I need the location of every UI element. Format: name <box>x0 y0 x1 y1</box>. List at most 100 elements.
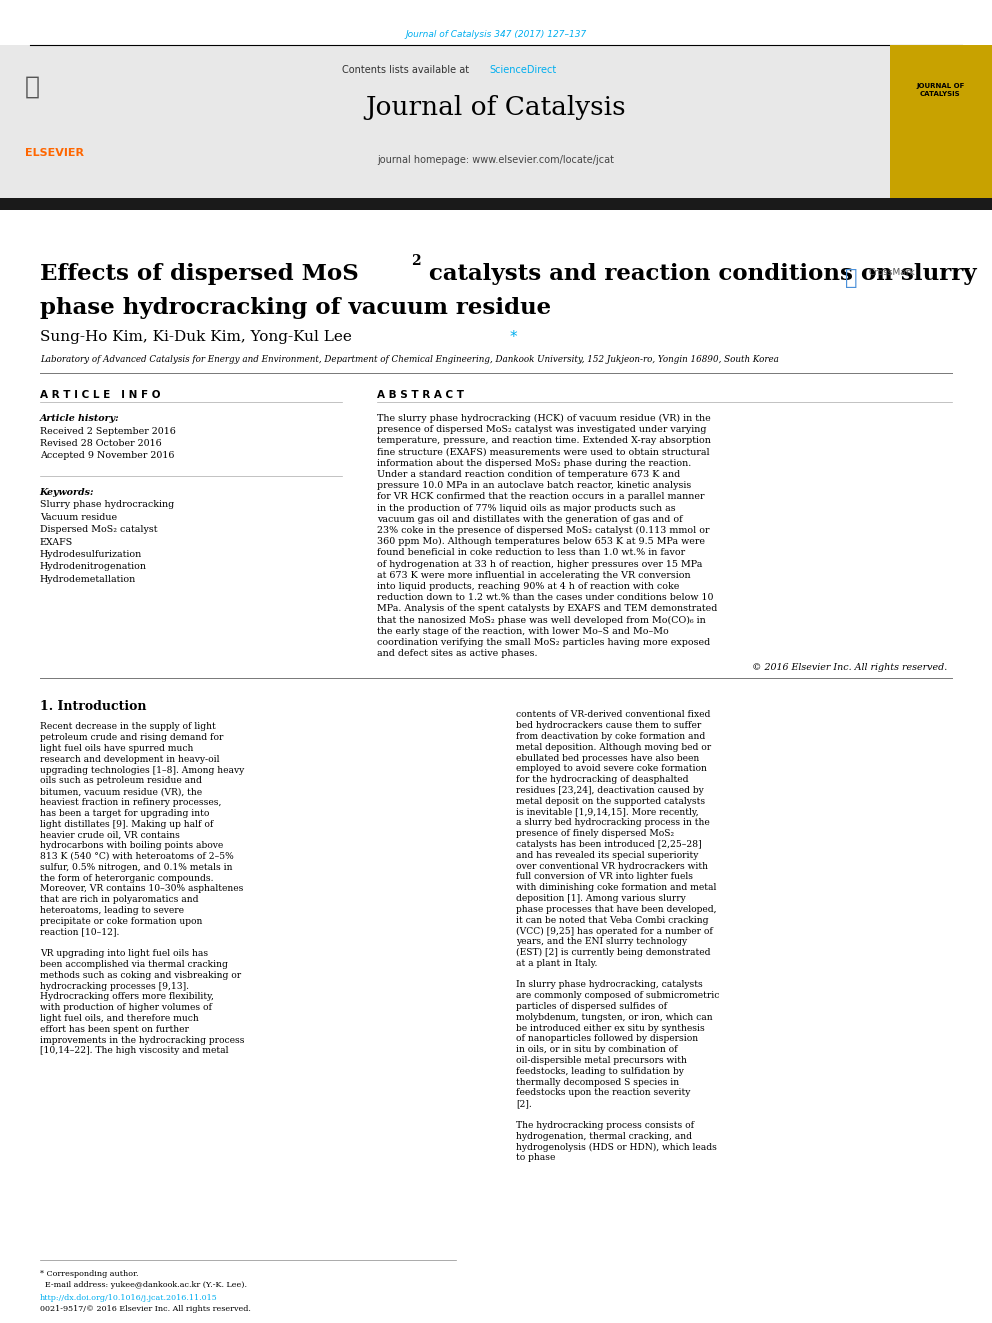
Text: improvements in the hydrocracking process: improvements in the hydrocracking proces… <box>40 1036 244 1045</box>
Text: Journal of Catalysis 347 (2017) 127–137: Journal of Catalysis 347 (2017) 127–137 <box>406 30 586 38</box>
Text: with diminishing coke formation and metal: with diminishing coke formation and meta… <box>516 884 716 892</box>
Text: heavier crude oil, VR contains: heavier crude oil, VR contains <box>40 831 180 839</box>
Text: ELSEVIER: ELSEVIER <box>25 148 83 157</box>
Text: hydrocarbons with boiling points above: hydrocarbons with boiling points above <box>40 841 223 851</box>
Text: oils such as petroleum residue and: oils such as petroleum residue and <box>40 777 201 786</box>
Text: of nanoparticles followed by dispersion: of nanoparticles followed by dispersion <box>516 1035 698 1044</box>
Text: Accepted 9 November 2016: Accepted 9 November 2016 <box>40 451 175 460</box>
Bar <box>0 45 992 198</box>
Text: over conventional VR hydrocrackers with: over conventional VR hydrocrackers with <box>516 861 708 871</box>
Text: The slurry phase hydrocracking (HCK) of vacuum residue (VR) in the: The slurry phase hydrocracking (HCK) of … <box>377 414 710 423</box>
Text: into liquid products, reaching 90% at 4 h of reaction with coke: into liquid products, reaching 90% at 4 … <box>377 582 680 591</box>
Text: information about the dispersed MoS₂ phase during the reaction.: information about the dispersed MoS₂ pha… <box>377 459 691 468</box>
Text: 1. Introduction: 1. Introduction <box>40 700 146 713</box>
Bar <box>890 45 992 198</box>
Text: Hydrodenitrogenation: Hydrodenitrogenation <box>40 562 147 572</box>
Text: deposition [1]. Among various slurry: deposition [1]. Among various slurry <box>516 894 685 904</box>
Text: at a plant in Italy.: at a plant in Italy. <box>516 959 597 968</box>
Text: * Corresponding author.: * Corresponding author. <box>40 1270 138 1278</box>
Text: JOURNAL OF
CATALYSIS: JOURNAL OF CATALYSIS <box>917 83 964 97</box>
Text: ScienceDirect: ScienceDirect <box>489 65 557 75</box>
Text: has been a target for upgrading into: has been a target for upgrading into <box>40 808 209 818</box>
Text: presence of finely dispersed MoS₂: presence of finely dispersed MoS₂ <box>516 830 674 839</box>
Text: that the nanosized MoS₂ phase was well developed from Mo(CO)₆ in: that the nanosized MoS₂ phase was well d… <box>377 615 705 624</box>
Text: coordination verifying the small MoS₂ particles having more exposed: coordination verifying the small MoS₂ pa… <box>377 638 710 647</box>
Text: pressure 10.0 MPa in an autoclave batch reactor, kinetic analysis: pressure 10.0 MPa in an autoclave batch … <box>377 482 691 491</box>
Text: 🌲: 🌲 <box>25 75 40 99</box>
Text: http://dx.doi.org/10.1016/j.jcat.2016.11.015: http://dx.doi.org/10.1016/j.jcat.2016.11… <box>40 1294 217 1302</box>
Text: metal deposition. Although moving bed or: metal deposition. Although moving bed or <box>516 742 711 751</box>
Text: catalysts and reaction conditions on slurry: catalysts and reaction conditions on slu… <box>421 263 976 284</box>
Text: vacuum gas oil and distillates with the generation of gas and of: vacuum gas oil and distillates with the … <box>377 515 682 524</box>
Text: light fuel oils, and therefore much: light fuel oils, and therefore much <box>40 1013 198 1023</box>
Text: are commonly composed of submicrometric: are commonly composed of submicrometric <box>516 991 719 1000</box>
Text: MPa. Analysis of the spent catalysts by EXAFS and TEM demonstrated: MPa. Analysis of the spent catalysts by … <box>377 605 717 614</box>
Text: feedstocks, leading to sulfidation by: feedstocks, leading to sulfidation by <box>516 1066 683 1076</box>
Text: Hydrodemetallation: Hydrodemetallation <box>40 576 136 583</box>
Text: oil-dispersible metal precursors with: oil-dispersible metal precursors with <box>516 1056 686 1065</box>
Text: (EST) [2] is currently being demonstrated: (EST) [2] is currently being demonstrate… <box>516 949 710 957</box>
Text: phase processes that have been developed,: phase processes that have been developed… <box>516 905 716 914</box>
Text: E-mail address: yukee@dankook.ac.kr (Y.-K. Lee).: E-mail address: yukee@dankook.ac.kr (Y.-… <box>40 1281 247 1289</box>
Text: and defect sites as active phases.: and defect sites as active phases. <box>377 650 538 659</box>
Text: The hydrocracking process consists of: The hydrocracking process consists of <box>516 1121 694 1130</box>
Text: journal homepage: www.elsevier.com/locate/jcat: journal homepage: www.elsevier.com/locat… <box>378 155 614 165</box>
Text: A B S T R A C T: A B S T R A C T <box>377 390 464 400</box>
Text: 2: 2 <box>411 254 421 267</box>
Text: Hydrodesulfurization: Hydrodesulfurization <box>40 550 142 560</box>
Text: *: * <box>510 329 518 345</box>
Text: hydrogenolysis (HDS or HDN), which leads: hydrogenolysis (HDS or HDN), which leads <box>516 1142 716 1151</box>
Text: molybdenum, tungsten, or iron, which can: molybdenum, tungsten, or iron, which can <box>516 1013 712 1021</box>
Text: from deactivation by coke formation and: from deactivation by coke formation and <box>516 732 705 741</box>
Text: particles of dispersed sulfides of: particles of dispersed sulfides of <box>516 1002 667 1011</box>
Text: © 2016 Elsevier Inc. All rights reserved.: © 2016 Elsevier Inc. All rights reserved… <box>752 663 947 672</box>
Text: for VR HCK confirmed that the reaction occurs in a parallel manner: for VR HCK confirmed that the reaction o… <box>377 492 704 501</box>
Text: light distillates [9]. Making up half of: light distillates [9]. Making up half of <box>40 820 213 828</box>
Text: found beneficial in coke reduction to less than 1.0 wt.% in favor: found beneficial in coke reduction to le… <box>377 549 685 557</box>
Text: A R T I C L E   I N F O: A R T I C L E I N F O <box>40 390 160 400</box>
Text: metal deposit on the supported catalysts: metal deposit on the supported catalysts <box>516 796 705 806</box>
Text: 813 K (540 °C) with heteroatoms of 2–5%: 813 K (540 °C) with heteroatoms of 2–5% <box>40 852 233 861</box>
Text: Hydrocracking offers more flexibility,: Hydrocracking offers more flexibility, <box>40 992 213 1002</box>
Text: Journal of Catalysis: Journal of Catalysis <box>366 95 626 120</box>
Text: and has revealed its special superiority: and has revealed its special superiority <box>516 851 698 860</box>
Text: Sung-Ho Kim, Ki-Duk Kim, Yong-Kul Lee: Sung-Ho Kim, Ki-Duk Kim, Yong-Kul Lee <box>40 329 351 344</box>
Text: feedstocks upon the reaction severity: feedstocks upon the reaction severity <box>516 1089 690 1097</box>
Text: CrossMark: CrossMark <box>869 269 916 277</box>
Text: to phase: to phase <box>516 1154 556 1162</box>
Text: Effects of dispersed MoS: Effects of dispersed MoS <box>40 263 358 284</box>
Text: Keywords:: Keywords: <box>40 488 94 497</box>
Text: the early stage of the reaction, with lower Mo–S and Mo–Mo: the early stage of the reaction, with lo… <box>377 627 669 636</box>
Text: heteroatoms, leading to severe: heteroatoms, leading to severe <box>40 906 184 916</box>
Text: residues [23,24], deactivation caused by: residues [23,24], deactivation caused by <box>516 786 703 795</box>
Text: with production of higher volumes of: with production of higher volumes of <box>40 1003 211 1012</box>
Text: effort has been spent on further: effort has been spent on further <box>40 1025 188 1033</box>
Text: bed hydrocrackers cause them to suffer: bed hydrocrackers cause them to suffer <box>516 721 701 730</box>
Text: VR upgrading into light fuel oils has: VR upgrading into light fuel oils has <box>40 949 207 958</box>
Text: full conversion of VR into lighter fuels: full conversion of VR into lighter fuels <box>516 872 692 881</box>
Text: Recent decrease in the supply of light: Recent decrease in the supply of light <box>40 722 215 732</box>
Text: in the production of 77% liquid oils as major products such as: in the production of 77% liquid oils as … <box>377 504 676 512</box>
Text: 360 ppm Mo). Although temperatures below 653 K at 9.5 MPa were: 360 ppm Mo). Although temperatures below… <box>377 537 705 546</box>
Text: in oils, or in situ by combination of: in oils, or in situ by combination of <box>516 1045 678 1054</box>
Text: reduction down to 1.2 wt.% than the cases under conditions below 10: reduction down to 1.2 wt.% than the case… <box>377 593 713 602</box>
Text: reaction [10–12].: reaction [10–12]. <box>40 927 119 937</box>
Text: thermally decomposed S species in: thermally decomposed S species in <box>516 1078 679 1086</box>
Text: catalysts has been introduced [2,25–28]: catalysts has been introduced [2,25–28] <box>516 840 701 849</box>
Text: Dispersed MoS₂ catalyst: Dispersed MoS₂ catalyst <box>40 525 157 534</box>
Text: hydrocracking processes [9,13].: hydrocracking processes [9,13]. <box>40 982 188 991</box>
Text: Article history:: Article history: <box>40 414 119 423</box>
Text: EXAFS: EXAFS <box>40 537 73 546</box>
Text: that are rich in polyaromatics and: that are rich in polyaromatics and <box>40 896 198 904</box>
Text: ebullated bed processes have also been: ebullated bed processes have also been <box>516 754 699 762</box>
Text: Under a standard reaction condition of temperature 673 K and: Under a standard reaction condition of t… <box>377 470 681 479</box>
Text: at 673 K were more influential in accelerating the VR conversion: at 673 K were more influential in accele… <box>377 570 690 579</box>
Text: 0021-9517/© 2016 Elsevier Inc. All rights reserved.: 0021-9517/© 2016 Elsevier Inc. All right… <box>40 1304 251 1312</box>
Text: sulfur, 0.5% nitrogen, and 0.1% metals in: sulfur, 0.5% nitrogen, and 0.1% metals i… <box>40 863 232 872</box>
Text: upgrading technologies [1–8]. Among heavy: upgrading technologies [1–8]. Among heav… <box>40 766 244 774</box>
Text: for the hydrocracking of deasphalted: for the hydrocracking of deasphalted <box>516 775 688 785</box>
Text: phase hydrocracking of vacuum residue: phase hydrocracking of vacuum residue <box>40 296 551 319</box>
Text: the form of heterorganic compounds.: the form of heterorganic compounds. <box>40 873 213 882</box>
Text: [2].: [2]. <box>516 1099 532 1109</box>
Text: (VCC) [9,25] has operated for a number of: (VCC) [9,25] has operated for a number o… <box>516 926 712 935</box>
